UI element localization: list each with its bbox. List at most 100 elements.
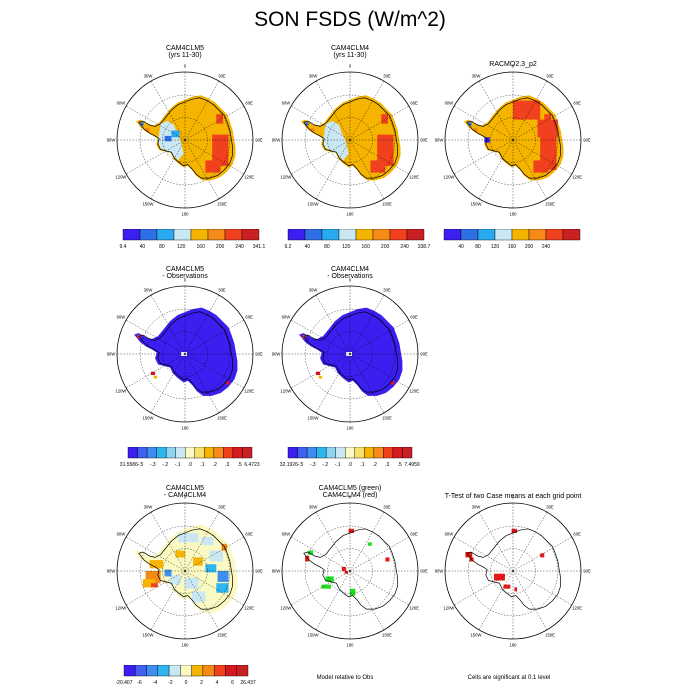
polar-map: 0 30E 60E 90E 120E 150E 180 150W 120W 90W 60W 30W xyxy=(107,278,263,431)
longitude-label: 120E xyxy=(572,175,582,180)
coastline xyxy=(138,97,233,179)
colorbar-swatch xyxy=(122,229,141,241)
meridian-line xyxy=(184,353,244,389)
grid-cell xyxy=(151,371,156,376)
meridian-line xyxy=(349,512,385,572)
colorbar-swatch xyxy=(321,229,340,241)
colorbar-label: 80 xyxy=(159,244,165,250)
grid-cell xyxy=(513,100,541,120)
map-border xyxy=(116,502,254,640)
colorbar-swatch xyxy=(306,447,317,459)
colorbar-label: .2 xyxy=(373,462,377,468)
longitude-label: 90E xyxy=(255,569,263,574)
grid-cell xyxy=(468,122,472,126)
meridian-line xyxy=(315,512,351,572)
longitude-label: 0 xyxy=(349,64,352,69)
grid-cell xyxy=(318,375,323,379)
significance-cell xyxy=(350,588,356,596)
colorbar-swatch xyxy=(477,229,496,241)
colorbar-label: 160 xyxy=(197,244,206,250)
colorbar-label: -.1 xyxy=(335,462,341,468)
longitude-label: 30E xyxy=(546,73,554,78)
colorbar-swatch xyxy=(335,447,346,459)
meridian-line xyxy=(184,295,220,355)
meridian-line xyxy=(315,353,351,413)
colorbar-swatch xyxy=(383,447,394,459)
polar-map: 0 30E 60E 90E 120E 150E 180 150W 120W 90W 60W 30W xyxy=(435,64,591,217)
longitude-label: 120E xyxy=(244,389,254,394)
longitude-label: 60W xyxy=(117,532,126,537)
meridian-line xyxy=(291,570,351,606)
polar-map: 0 30E 60E 90E 120E 150E 180 150W 120W 90W 60W 30W xyxy=(272,495,428,648)
figure-title: SON FSDS (W/m^2) xyxy=(254,8,446,31)
meridian-line xyxy=(454,570,514,606)
panel-title: CAM4CLM5 xyxy=(165,485,205,492)
longitude-label: 60E xyxy=(573,101,581,106)
meridian-line xyxy=(512,570,548,630)
longitude-label: 90W xyxy=(272,569,281,574)
longitude-label: 30W xyxy=(472,504,481,509)
grid-cell xyxy=(370,160,386,173)
colorbar-label: -.1 xyxy=(175,462,181,468)
meridian-line xyxy=(349,319,409,355)
colorbar-label: -.2 xyxy=(162,462,168,468)
colorbar-swatch xyxy=(355,229,374,241)
latitude-circle xyxy=(467,94,559,186)
longitude-label: 150W xyxy=(143,633,154,638)
longitude-label: 0 xyxy=(512,495,515,500)
colorbar-swatch xyxy=(127,447,138,459)
colorbar-swatch xyxy=(156,229,175,241)
panel-title: CAM4CLM4 xyxy=(330,266,370,273)
meridian-line xyxy=(349,295,385,355)
continent-field xyxy=(134,307,238,396)
colorbar-label: 120 xyxy=(177,244,186,250)
panel-title: CAM4CLM5 (green) xyxy=(318,485,382,492)
longitude-label: 30E xyxy=(383,504,391,509)
meridian-line xyxy=(126,570,186,606)
colorbar-swatch xyxy=(316,447,327,459)
colorbar-swatch xyxy=(392,447,403,459)
longitude-label: 180 xyxy=(510,643,518,648)
meridian-line xyxy=(184,81,220,141)
longitude-label: 60E xyxy=(245,532,253,537)
colorbar-label: -2 xyxy=(168,680,173,686)
longitude-label: 90W xyxy=(107,569,116,574)
longitude-label: 60E xyxy=(245,101,253,106)
panel-title: RACMO2.3_p2 xyxy=(489,61,537,68)
colorbar-label: .1 xyxy=(360,462,364,468)
latitude-circle xyxy=(139,94,231,186)
longitude-label: 30W xyxy=(144,287,153,292)
colorbar-label: .3 xyxy=(225,462,229,468)
significance-cell xyxy=(540,553,545,558)
colorbar-swatch xyxy=(202,665,215,677)
grid-cell xyxy=(310,127,315,132)
meridian-line xyxy=(150,295,186,355)
longitude-label: 30W xyxy=(309,287,318,292)
panel-subtitle: CAM4CLM4 (red) xyxy=(322,492,378,499)
panel-subtitle: - CAM4CLM4 xyxy=(163,492,207,499)
colorbar-label: 40 xyxy=(458,244,464,250)
longitude-label: 120E xyxy=(409,175,419,180)
colorbar-label: 40 xyxy=(305,244,311,250)
colorbar-swatch xyxy=(135,665,147,677)
meridian-line xyxy=(349,139,385,199)
coastline xyxy=(466,97,561,179)
meridian-line xyxy=(291,536,351,572)
colorbar-swatch xyxy=(511,229,530,241)
colorbar-label: 26.437 xyxy=(240,680,256,686)
meridian-line xyxy=(126,319,186,355)
significance-cell xyxy=(514,587,518,592)
longitude-label: 150E xyxy=(217,202,227,207)
longitude-label: 90E xyxy=(583,569,591,574)
longitude-label: 0 xyxy=(184,495,187,500)
panel-subtitle: - Observations xyxy=(162,273,208,280)
longitude-label: 90W xyxy=(272,138,281,143)
colorbar-swatch xyxy=(175,447,186,459)
longitude-label: 60E xyxy=(245,315,253,320)
shelf-field xyxy=(322,121,349,161)
meridian-line xyxy=(184,105,244,141)
meridian-line xyxy=(184,570,244,606)
polar-map: 0 30E 60E 90E 120E 150E 180 150W 120W 90W 60W 30W xyxy=(272,64,428,217)
colorbar-swatch xyxy=(460,229,479,241)
grid-cell xyxy=(381,114,389,124)
